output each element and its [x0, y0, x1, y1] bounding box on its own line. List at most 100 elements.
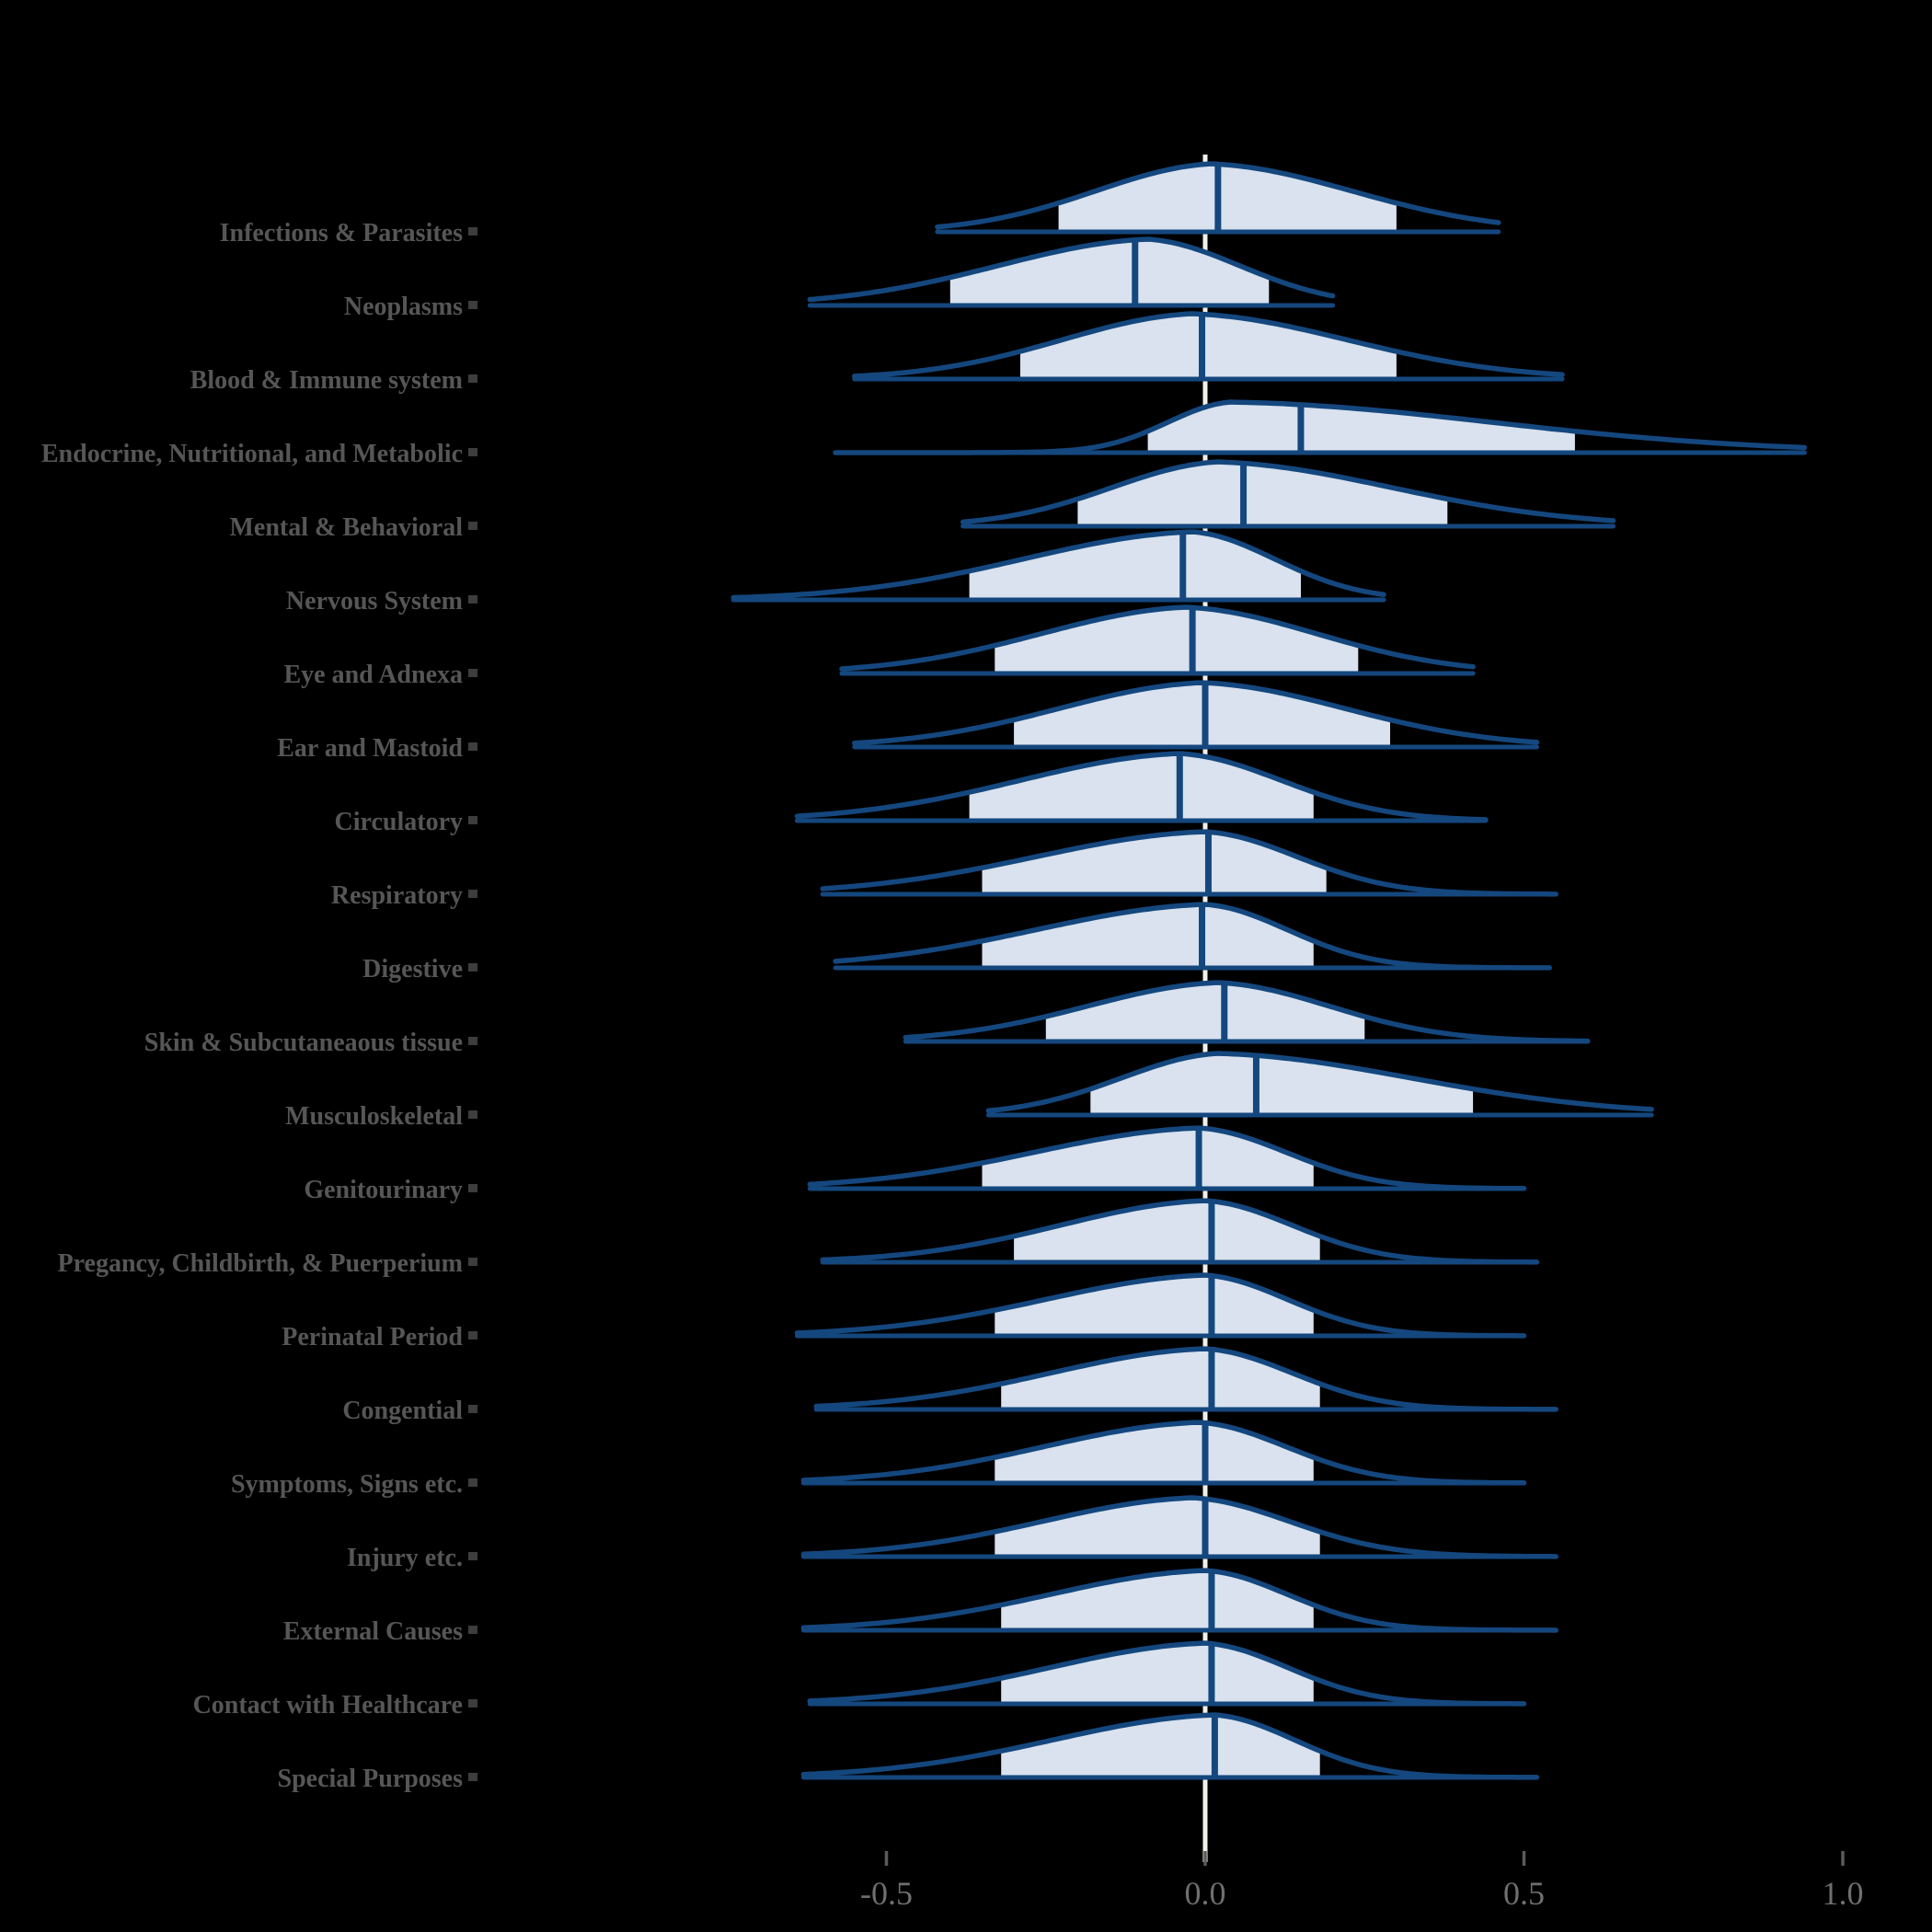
category-tick [468, 1331, 477, 1340]
category-tick [468, 890, 477, 898]
x-tick-label: 1.0 [1823, 1875, 1864, 1912]
x-tick-label: -0.5 [860, 1875, 913, 1912]
category-tick [468, 669, 477, 677]
category-label: Congential [342, 1397, 463, 1425]
density-fill [1001, 1349, 1320, 1409]
ridge-row [807, 1640, 1527, 1707]
ridge-row [813, 1346, 1558, 1412]
category-labels-layer: Infections & Parasites Neoplasms Blood & I… [41, 219, 477, 1793]
category-label: Musculoskeletal [285, 1102, 463, 1131]
density-fill [982, 904, 1314, 968]
category-label: Injury etc. [347, 1544, 463, 1572]
category-tick [468, 1552, 477, 1560]
density-fill [1090, 1053, 1474, 1115]
category-label: Contact with Healthcare [193, 1691, 463, 1719]
category-label: Respiratory [331, 881, 463, 910]
category-tick [468, 448, 477, 456]
category-label: Mental & Behavioral [229, 513, 463, 542]
category-tick [468, 963, 477, 972]
density-fill [995, 1498, 1320, 1557]
x-axis-layer: -0.5 0.0 0.5 1.0 [860, 1851, 1864, 1912]
category-label: Symptoms, Signs etc. [231, 1470, 463, 1499]
category-tick [468, 1037, 477, 1045]
category-tick [468, 1478, 477, 1487]
category-label: Neoplasms [344, 293, 463, 321]
x-tick-label: 0.5 [1503, 1875, 1545, 1912]
ridge-row [800, 1712, 1540, 1780]
category-label: Pregancy, Childbirth, & Puerperium [58, 1249, 463, 1278]
category-tick [468, 1626, 477, 1634]
density-outline [985, 1051, 1654, 1114]
category-tick [468, 374, 477, 383]
density-fill [1001, 1643, 1314, 1704]
category-label: Perinatal Period [282, 1323, 463, 1351]
category-label: Special Purposes [278, 1765, 464, 1793]
category-tick [468, 1258, 477, 1266]
density-outline [903, 980, 1591, 1044]
density-fill [949, 239, 1270, 305]
ridge-row [820, 829, 1558, 897]
ridge-row [794, 751, 1489, 823]
ridge-row [903, 980, 1591, 1044]
density-outline [794, 751, 1489, 822]
density-fill [982, 832, 1327, 894]
density-outline [807, 236, 1336, 303]
ridge-row [935, 161, 1501, 235]
ridge-row [807, 236, 1336, 308]
category-label: Ear and Mastoid [277, 734, 463, 763]
category-label: Nervous System [286, 587, 463, 615]
category-tick [468, 1110, 477, 1119]
category-tick [468, 816, 477, 824]
ridge-row [794, 1272, 1527, 1339]
ridges-layer [730, 161, 1808, 1780]
density-outline [852, 680, 1540, 746]
density-fill [1001, 1570, 1314, 1630]
category-label: Eye and Adnexa [284, 661, 464, 689]
density-outline [839, 604, 1476, 672]
category-tick [468, 595, 477, 604]
density-outline [800, 1420, 1527, 1486]
category-tick [468, 1405, 477, 1413]
category-label: Digestive [362, 955, 463, 983]
category-label: Genitourinary [304, 1176, 463, 1204]
density-outline [807, 1125, 1527, 1191]
ridge-row [985, 1051, 1654, 1118]
density-outline [807, 1640, 1527, 1707]
density-outline [935, 161, 1501, 230]
density-fill [1058, 164, 1397, 232]
density-outline [794, 1272, 1527, 1339]
density-fill [1077, 462, 1448, 526]
category-label: External Causes [283, 1617, 463, 1646]
category-label: Circulatory [335, 808, 463, 836]
density-outline [820, 829, 1558, 897]
density-fill [1147, 402, 1575, 453]
ridge-row [839, 604, 1476, 676]
ridge-row [800, 1495, 1558, 1559]
ridge-row [820, 1198, 1540, 1265]
category-label: Blood & Immune system [190, 366, 463, 395]
category-tick [468, 1773, 477, 1781]
density-outline [852, 311, 1565, 379]
density-fill [1001, 1715, 1320, 1777]
category-label: Skin & Subcutaneaous tissue [144, 1029, 463, 1057]
density-fill [1020, 314, 1397, 379]
density-fill [995, 607, 1359, 673]
category-tick [468, 227, 477, 236]
category-label: Infections & Parasites [220, 219, 464, 247]
category-tick [468, 1699, 477, 1708]
ridge-row [852, 680, 1540, 750]
density-fill [969, 753, 1314, 821]
ridge-row [833, 399, 1808, 455]
category-tick [468, 742, 477, 751]
density-outline [800, 1495, 1558, 1559]
density-fill [995, 1422, 1314, 1483]
density-outline [820, 1198, 1540, 1265]
ridge-row [800, 1568, 1558, 1633]
category-tick [468, 301, 477, 309]
ridge-row [730, 529, 1386, 603]
density-outline [960, 459, 1616, 525]
density-fill [1014, 1201, 1320, 1262]
x-tick-label: 0.0 [1185, 1875, 1226, 1912]
density-fill [1045, 983, 1365, 1041]
